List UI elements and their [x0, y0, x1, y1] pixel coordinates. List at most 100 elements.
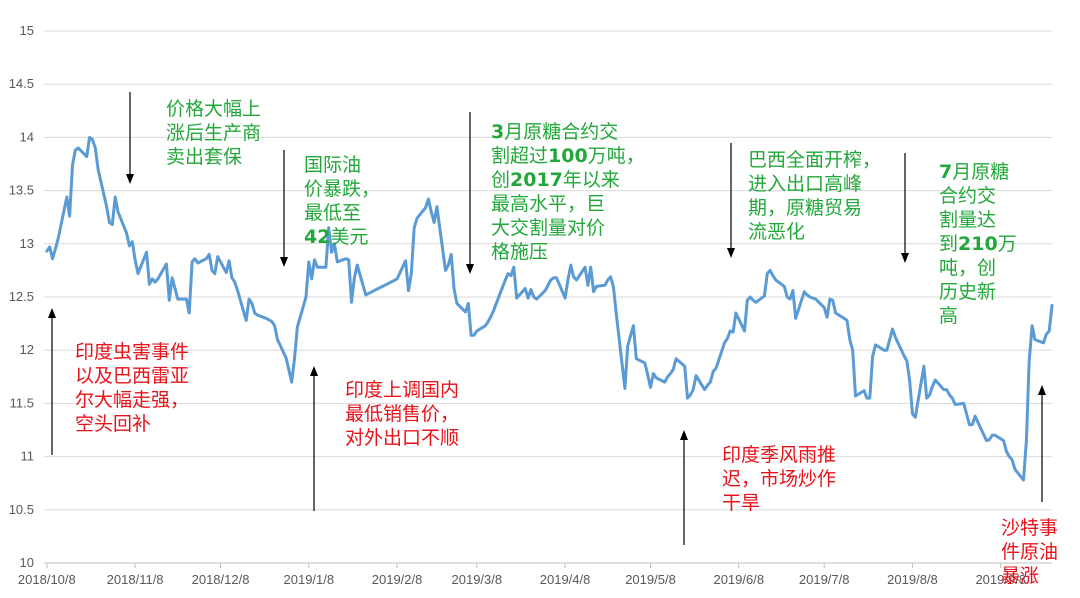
x-tick-label: 2018/12/8: [192, 572, 250, 587]
y-tick-label: 10.5: [9, 502, 34, 517]
annotation-line: 大交割量对价: [491, 216, 645, 240]
y-tick-label: 13.5: [9, 183, 34, 198]
annotation-oil-price-crash: 国际油 价暴跌， 最低至 42美元: [304, 153, 380, 249]
annotation-text: 年以来: [562, 169, 620, 191]
grid-lines: [44, 30, 1052, 564]
x-tick-label: 2019/6/8: [713, 572, 764, 587]
annotation-text: 以及巴西雷亚: [75, 365, 190, 387]
annotation-saudi-oil-surge: 沙特事 件原油 暴涨: [1001, 516, 1058, 588]
annotation-india-pests: 印度虫害事件 以及巴西雷亚 尔大幅走强， 空头回补: [75, 340, 189, 436]
arrow-july-delivery: [901, 153, 909, 263]
annotation-line: 沙特事: [1001, 516, 1058, 540]
annotation-arrows: [48, 92, 1046, 545]
annotation-text: 暴涨: [1001, 565, 1040, 587]
annotation-text: 创: [491, 169, 511, 191]
arrow-india-monsoon: [680, 430, 688, 545]
annotation-india-min-price: 印度上调国内 最低销售价， 对外出口不顺: [345, 378, 459, 450]
annotation-text: 割超过: [491, 145, 549, 167]
arrow-hedge-selling: [126, 92, 134, 184]
annotation-text: 合约交: [939, 185, 997, 207]
annotation-brazil-harvest: 巴西全面开榨， 进入出口高峰 期，原糖贸易 流恶化: [748, 148, 881, 244]
annotation-line: 3月原糖合约交: [491, 120, 645, 144]
arrow-india-pests: [48, 308, 56, 455]
price-series-line: [45, 135, 1054, 482]
annotation-number: 42: [304, 226, 331, 248]
annotation-text: 印度虫害事件: [75, 341, 190, 363]
annotation-march-delivery: 3月原糖合约交 割超过100万吨， 创2017年以来 最高水平，巨 大交割量对价 格施压: [491, 120, 645, 264]
annotation-line: 进入出口高峰: [748, 172, 881, 196]
annotation-text: 巴西全面开榨，: [748, 149, 882, 171]
annotation-number: 100: [548, 145, 588, 167]
arrow-india-min-price: [310, 366, 318, 511]
y-axis: 15 14.5 14 13.5 13 12.5 12 11.5 11 10.5 10: [9, 23, 34, 570]
annotation-text: 大交割量对价: [491, 217, 606, 239]
annotation-text: 空头回补: [75, 413, 152, 435]
annotation-text: 万: [997, 233, 1017, 255]
y-tick-label: 13: [20, 236, 34, 251]
x-tick-label: 2019/4/8: [540, 572, 591, 587]
annotation-line: 对外出口不顺: [345, 426, 459, 450]
annotation-text: 沙特事: [1001, 517, 1059, 539]
arrow-saudi-oil-surge: [1038, 385, 1046, 502]
annotation-line: 卖出套保: [166, 145, 261, 169]
x-tick-label: 2019/5/8: [625, 572, 676, 587]
x-tick-label: 2019/2/8: [372, 572, 423, 587]
annotation-text: 卖出套保: [166, 146, 243, 168]
arrow-march-delivery: [466, 112, 474, 274]
annotation-line: 暴涨: [1001, 564, 1058, 588]
annotation-text: 件原油: [1001, 541, 1059, 563]
y-tick-label: 14.5: [9, 76, 34, 91]
annotation-text: 高: [939, 305, 959, 327]
annotation-line: 价格大幅上: [166, 97, 261, 121]
annotation-line: 印度上调国内: [345, 378, 459, 402]
y-tick-label: 10: [20, 555, 34, 570]
annotation-text: 历史新: [939, 281, 997, 303]
y-tick-label: 15: [20, 23, 34, 38]
annotation-line: 以及巴西雷亚: [75, 364, 189, 388]
annotation-text: 到: [939, 233, 959, 255]
annotation-text: 涨后生产商: [166, 122, 262, 144]
y-tick-label: 11.5: [10, 395, 34, 410]
annotation-line: 尔大幅走强，: [75, 388, 189, 412]
annotation-line: 涨后生产商: [166, 121, 261, 145]
x-tick-label: 2018/10/8: [18, 572, 76, 587]
annotation-text: 期，原糖贸易: [748, 197, 863, 219]
annotation-line: 到210万: [939, 232, 1017, 256]
x-tick-label: 2019/1/8: [284, 572, 335, 587]
annotation-line: 最高水平，巨: [491, 192, 645, 216]
annotation-number: 210: [958, 233, 998, 255]
annotation-line: 创2017年以来: [491, 168, 645, 192]
annotation-text: 吨，创: [939, 257, 997, 279]
annotation-line: 历史新: [939, 280, 1017, 304]
annotation-line: 最低销售价，: [345, 402, 459, 426]
annotation-text: 最低销售价，: [345, 403, 460, 425]
annotation-text: 尔大幅走强，: [75, 389, 190, 411]
annotation-text: 价格大幅上: [166, 98, 262, 120]
y-tick-label: 12: [20, 342, 34, 357]
annotation-hedge-selling: 价格大幅上 涨后生产商 卖出套保: [166, 97, 261, 169]
annotation-text: 迟，市场炒作: [722, 468, 837, 490]
annotation-line: 期，原糖贸易: [748, 196, 881, 220]
annotation-text: 进入出口高峰: [748, 173, 863, 195]
annotation-number: 7: [939, 161, 953, 183]
annotation-text: 格施压: [491, 241, 549, 263]
x-tick-label: 2018/11/8: [107, 572, 164, 587]
annotation-line: 吨，创: [939, 256, 1017, 280]
annotation-line: 印度虫害事件: [75, 340, 189, 364]
annotation-line: 格施压: [491, 240, 645, 264]
plot-area: [45, 135, 1054, 482]
annotation-line: 迟，市场炒作: [722, 467, 836, 491]
y-tick-label: 11: [21, 449, 35, 464]
annotation-text: 干旱: [722, 492, 761, 514]
x-tick-label: 2019/9/8: [975, 572, 1026, 587]
annotation-line: 42美元: [304, 225, 380, 249]
annotation-text: 最低至: [304, 202, 362, 224]
annotation-text: 割量达: [939, 209, 997, 231]
annotation-line: 流恶化: [748, 220, 881, 244]
annotation-line: 印度季风雨推: [722, 443, 836, 467]
annotation-text: 美元: [330, 226, 369, 248]
annotation-text: 流恶化: [748, 221, 806, 243]
annotation-line: 价暴跌，: [304, 177, 380, 201]
arrow-oil-price-crash: [280, 150, 288, 267]
